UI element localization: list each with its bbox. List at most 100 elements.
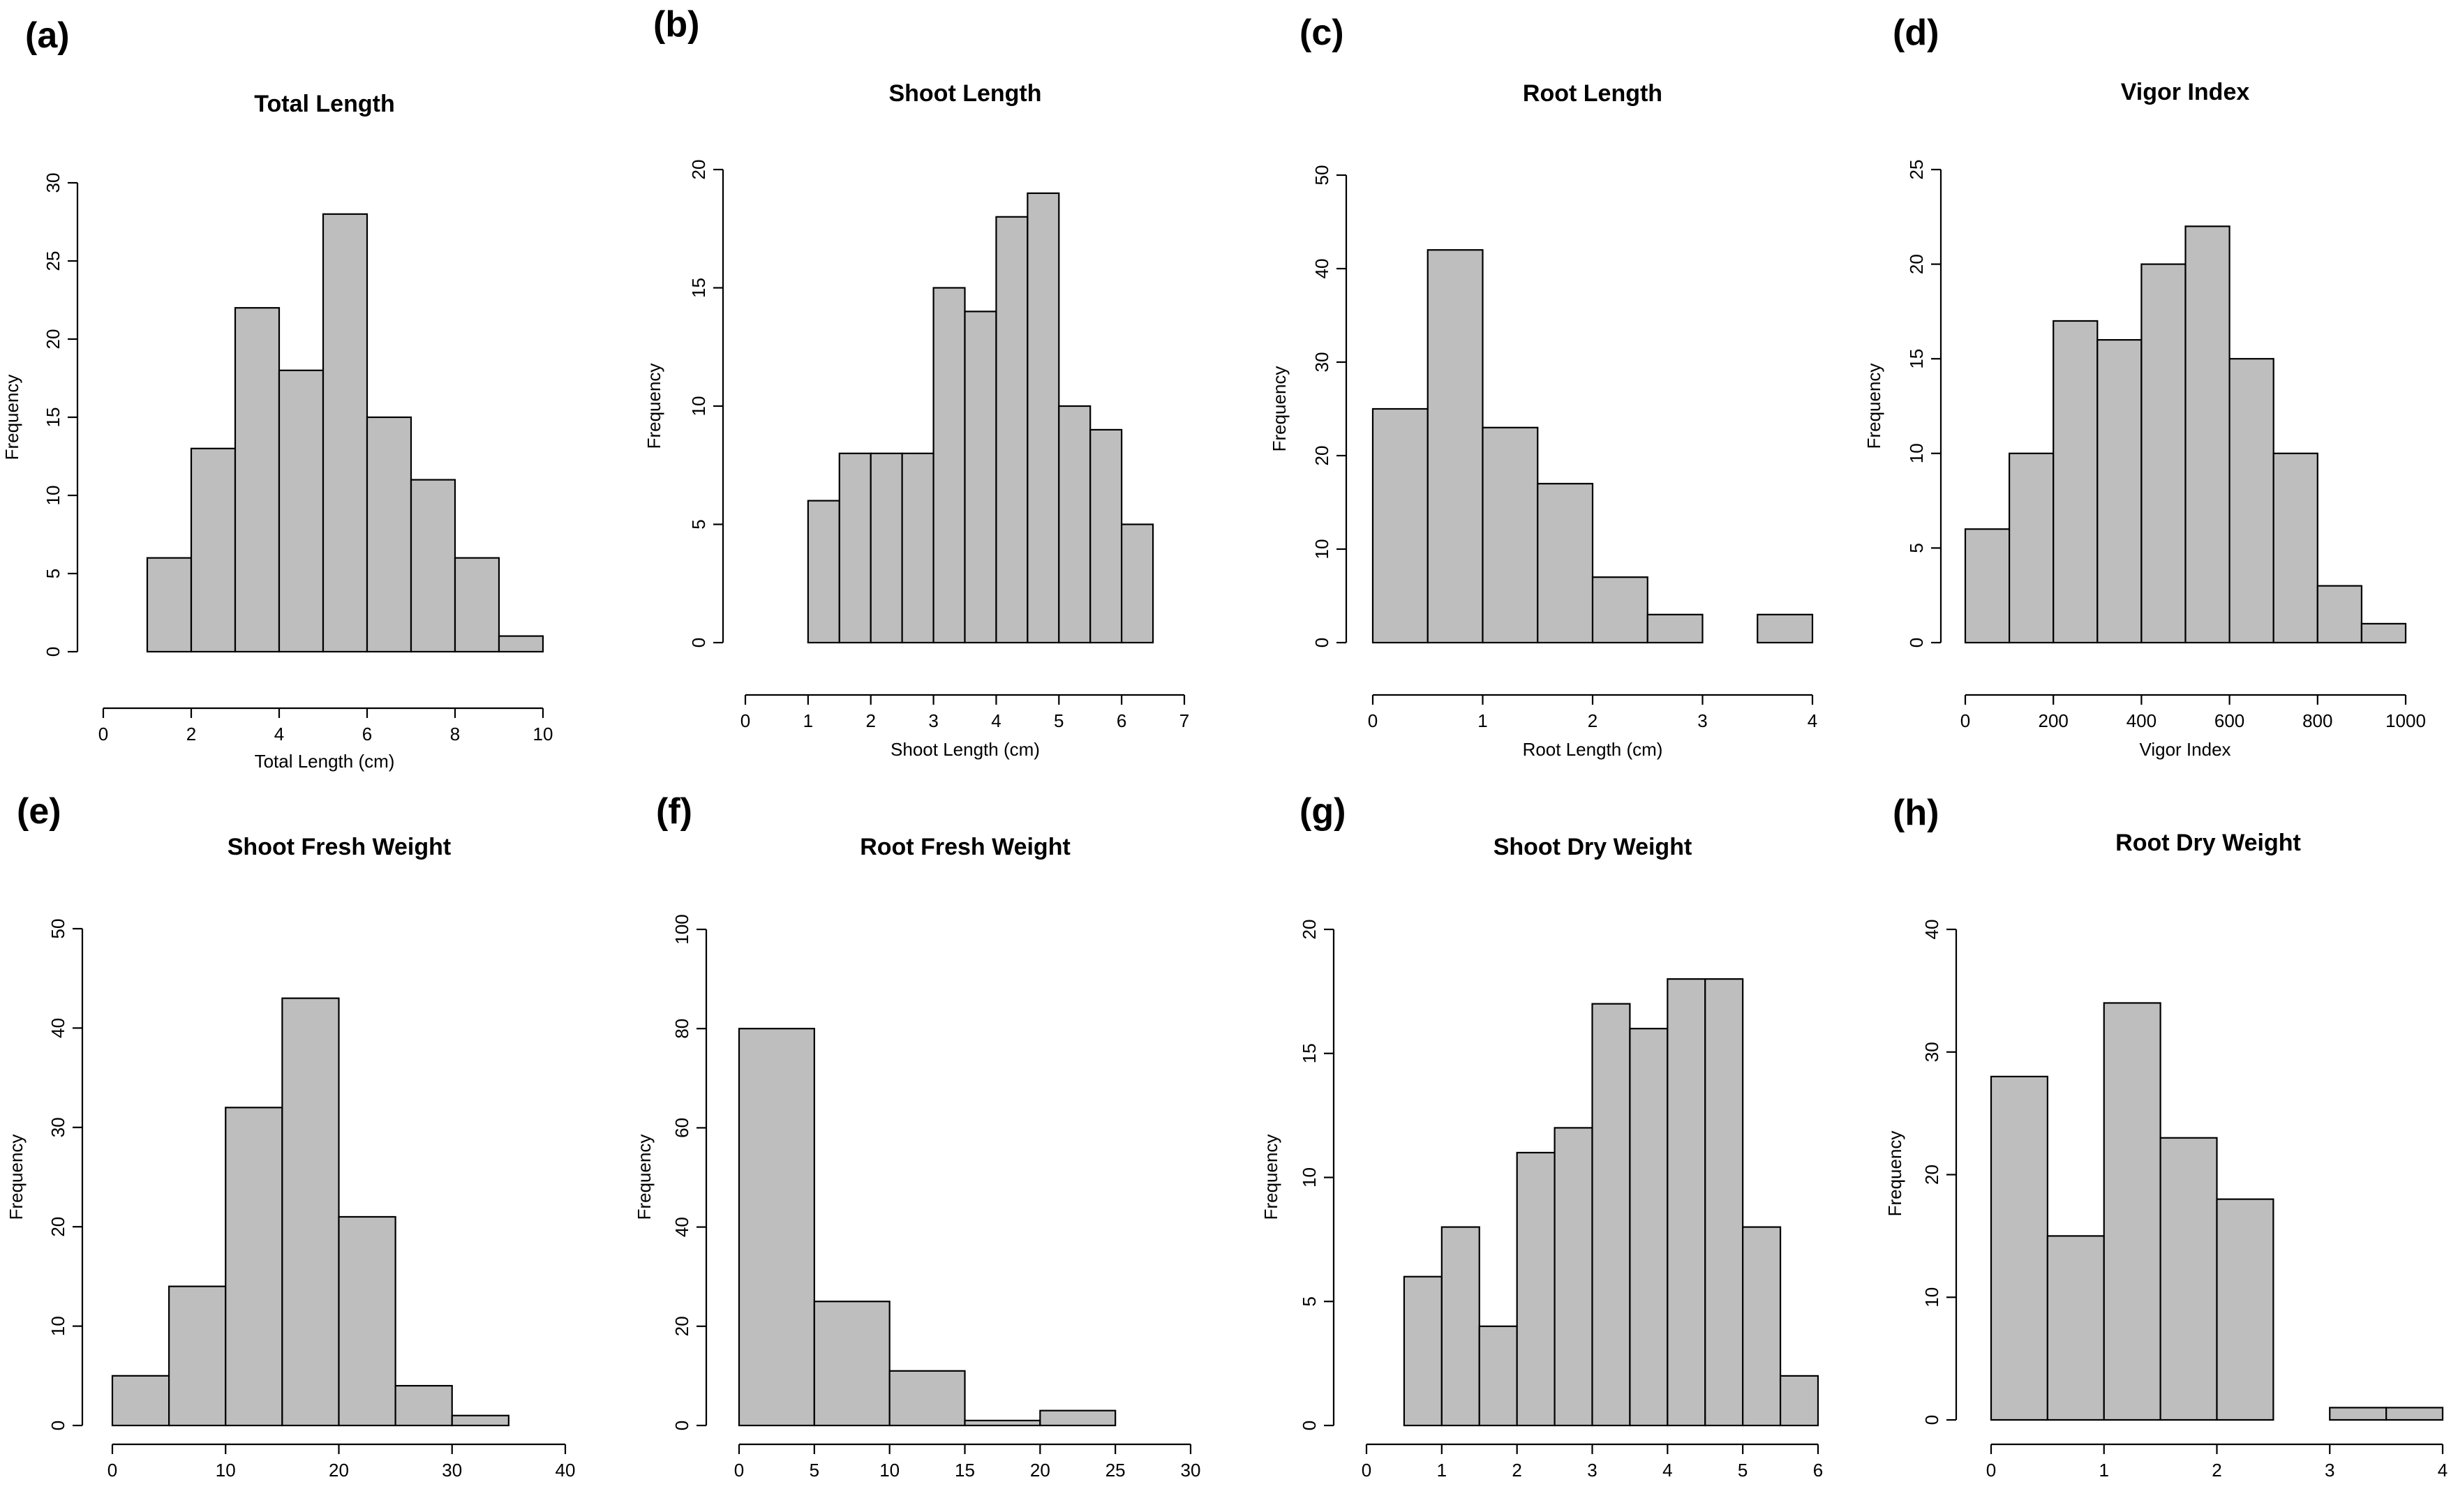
y-tick-label: 5 <box>1299 1296 1320 1306</box>
histogram-bar <box>1990 1075 2048 1421</box>
y-tick-label: 100 <box>671 914 692 944</box>
y-tick-label: 10 <box>688 396 709 417</box>
y-tick-label: 15 <box>688 278 709 298</box>
x-tick-label: 7 <box>1179 710 1189 731</box>
y-tick-label: 20 <box>1311 446 1332 466</box>
x-tick-label: 0 <box>734 1460 744 1481</box>
histogram-bar <box>1964 528 2011 644</box>
y-tick-label: 15 <box>43 407 64 428</box>
histogram-bar <box>234 307 281 653</box>
x-tick-label: 3 <box>1697 710 1707 731</box>
y-tick-label: 15 <box>1906 349 1927 369</box>
x-tick-label: 10 <box>879 1460 900 1481</box>
histogram-bar <box>498 635 544 653</box>
histogram-bar <box>1554 1127 1593 1427</box>
histogram-bar <box>454 557 500 653</box>
y-tick-label: 10 <box>47 1316 68 1336</box>
histogram-bar <box>146 557 193 653</box>
histogram-bar <box>2272 452 2318 644</box>
y-tick-label: 10 <box>1311 539 1332 560</box>
x-tick-label: 10 <box>216 1460 236 1481</box>
panel-label: (d) <box>1893 13 1939 53</box>
histogram-bar <box>964 1419 1041 1427</box>
panel-label: (b) <box>653 4 699 45</box>
histogram-bar <box>1027 192 1060 644</box>
y-tick-label: 0 <box>688 638 709 648</box>
panel-label: (f) <box>656 791 692 832</box>
x-tick-label: 25 <box>1105 1460 1126 1481</box>
histogram-bar <box>1058 405 1092 644</box>
y-axis-label: Frequency <box>6 1135 27 1220</box>
y-tick-label: 10 <box>1299 1167 1320 1188</box>
chart-title: Shoot Length <box>888 80 1041 107</box>
histogram-bar <box>1440 1226 1480 1427</box>
x-axis-label: Vigor Index <box>2139 739 2230 760</box>
x-tick-label: 0 <box>1362 1460 1371 1481</box>
y-tick-label: 10 <box>1906 443 1927 463</box>
histogram-bar <box>111 1375 170 1427</box>
x-tick-label: 10 <box>533 724 553 744</box>
y-tick-label: 40 <box>671 1217 692 1237</box>
histogram-bar <box>1591 1003 1631 1427</box>
histogram-bar <box>281 997 340 1427</box>
y-tick-label: 25 <box>43 251 64 271</box>
histogram-bar <box>451 1414 509 1427</box>
y-tick-label: 20 <box>688 160 709 180</box>
y-axis-label: Frequency <box>634 1135 655 1220</box>
histogram-bar <box>1371 407 1429 644</box>
y-tick-label: 40 <box>1921 920 1942 940</box>
y-tick-label: 10 <box>1921 1287 1942 1308</box>
histogram-bar <box>225 1107 283 1427</box>
histogram-bar <box>1779 1375 1819 1427</box>
x-tick-label: 15 <box>955 1460 975 1481</box>
x-axis-label: Shoot Length (cm) <box>891 739 1040 760</box>
chart-title: Shoot Dry Weight <box>1494 834 1692 860</box>
chart-title: Root Fresh Weight <box>860 834 1071 860</box>
histogram-bar <box>366 416 412 653</box>
x-tick-label: 8 <box>450 724 460 744</box>
y-tick-label: 30 <box>43 173 64 193</box>
panel-label: (g) <box>1299 791 1346 832</box>
panel-label: (c) <box>1299 13 1344 53</box>
histogram-bar <box>278 369 325 653</box>
x-tick-label: 6 <box>1813 1460 1823 1481</box>
histogram-bar <box>738 1028 815 1427</box>
x-tick-label: 1000 <box>2385 710 2426 731</box>
histogram-bar <box>394 1384 453 1427</box>
y-axis-label: Frequency <box>643 364 664 449</box>
histogram-bar <box>2053 320 2099 644</box>
y-tick-label: 25 <box>1906 160 1927 180</box>
histogram-bar <box>813 1301 891 1427</box>
y-tick-label: 5 <box>688 519 709 529</box>
x-tick-label: 0 <box>1368 710 1378 731</box>
histogram-bar <box>2103 1002 2161 1421</box>
y-tick-label: 15 <box>1299 1043 1320 1063</box>
x-tick-label: 3 <box>2325 1460 2334 1481</box>
x-tick-label: 0 <box>740 710 750 731</box>
histogram-bar <box>1646 613 1704 644</box>
y-tick-label: 0 <box>1921 1415 1942 1425</box>
x-tick-label: 3 <box>928 710 938 731</box>
x-tick-label: 1 <box>1477 710 1487 731</box>
histogram-bar <box>1482 426 1539 644</box>
y-tick-label: 50 <box>1311 165 1332 186</box>
x-tick-label: 800 <box>2302 710 2332 731</box>
histogram-bar <box>190 447 237 653</box>
histogram-bar <box>1403 1275 1443 1427</box>
histogram-bar <box>1667 978 1706 1427</box>
x-axis-label: Root Length (cm) <box>1523 739 1663 760</box>
panel-label: (e) <box>17 791 61 832</box>
histogram-bar <box>1629 1028 1669 1427</box>
y-tick-label: 20 <box>1299 920 1320 940</box>
y-tick-label: 30 <box>47 1117 68 1137</box>
x-tick-label: 0 <box>1960 710 1970 731</box>
histogram-bar <box>2216 1198 2274 1421</box>
y-tick-label: 10 <box>43 486 64 506</box>
histogram-bar <box>2329 1407 2388 1421</box>
histogram-bar <box>2140 263 2187 644</box>
x-tick-label: 2 <box>1512 1460 1521 1481</box>
histogram-bar <box>1704 978 1744 1427</box>
x-tick-label: 0 <box>98 724 108 744</box>
histogram-bar <box>1478 1325 1518 1427</box>
